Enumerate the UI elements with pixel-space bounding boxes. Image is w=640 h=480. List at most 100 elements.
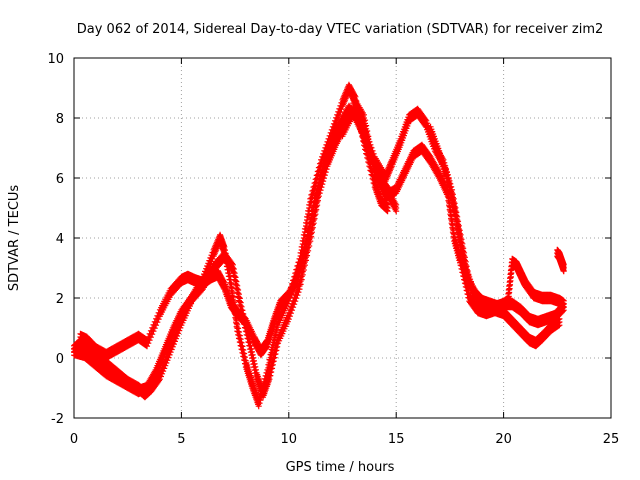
data-point <box>294 280 301 287</box>
data-point <box>323 158 330 165</box>
data-point <box>169 343 176 350</box>
x-tick-label: 10 <box>281 432 298 447</box>
y-tick-label: 4 <box>56 232 64 247</box>
x-tick-label: 20 <box>495 432 512 447</box>
data-point <box>177 324 184 331</box>
data-point <box>256 400 263 407</box>
data-point <box>295 289 302 296</box>
data-point <box>312 198 319 205</box>
data-point <box>273 347 280 354</box>
data-point <box>162 362 169 369</box>
data-point <box>263 344 270 351</box>
data-point <box>156 377 163 384</box>
data-point <box>293 295 300 302</box>
data-point <box>271 354 278 361</box>
data-point <box>337 109 344 116</box>
series-track-e <box>350 93 563 350</box>
y-tick-label: 8 <box>56 112 64 127</box>
series-track-f <box>427 123 567 314</box>
data-point <box>393 208 400 215</box>
x-tick-label: 0 <box>70 432 78 447</box>
data-point <box>174 333 181 339</box>
data-point <box>302 244 309 251</box>
data-point <box>273 327 280 334</box>
y-tick-label: -2 <box>51 412 64 427</box>
data-point <box>314 192 321 199</box>
x-tick-label: 15 <box>388 432 405 447</box>
data-point <box>327 144 334 151</box>
data-point <box>289 307 296 314</box>
data-point <box>208 258 215 265</box>
data-point <box>313 195 320 202</box>
data-point <box>300 255 307 261</box>
data-point <box>272 351 279 357</box>
data-point <box>156 376 163 383</box>
data-point <box>319 172 326 179</box>
data-point <box>146 337 153 344</box>
chart-title: Day 062 of 2014, Sidereal Day-to-day VTE… <box>77 22 604 37</box>
y-axis-label: SDTVAR / TECUs <box>7 185 22 292</box>
data-point <box>285 316 292 323</box>
data-point <box>318 175 325 182</box>
data-point <box>295 276 302 283</box>
data-point <box>155 316 162 323</box>
y-tick-label: 10 <box>47 52 64 67</box>
data-point <box>270 358 277 365</box>
data-point <box>290 304 297 311</box>
data-point <box>209 255 216 262</box>
data-point <box>167 349 174 356</box>
data-point <box>144 343 151 350</box>
data-point <box>147 334 154 341</box>
data-point <box>324 155 331 162</box>
x-tick-label: 5 <box>177 432 185 447</box>
data-point <box>151 325 158 332</box>
data-point <box>165 354 172 361</box>
y-tick-label: 6 <box>56 172 64 187</box>
data-point <box>320 169 327 176</box>
data-point <box>269 365 276 372</box>
data-point <box>556 322 563 329</box>
data-point <box>315 189 322 195</box>
data-point <box>286 313 293 320</box>
data-point <box>321 163 328 170</box>
data-point <box>338 106 345 113</box>
data-point <box>268 369 275 375</box>
data-point <box>310 206 317 213</box>
data-point <box>164 357 171 364</box>
data-point <box>171 338 178 345</box>
series-track-b <box>71 105 400 401</box>
data-point <box>309 210 316 217</box>
data-point <box>306 227 313 234</box>
y-tick-label: 2 <box>56 292 64 307</box>
data-point <box>315 185 322 192</box>
data-point <box>308 219 315 225</box>
data-point <box>302 247 309 254</box>
data-point <box>160 368 167 375</box>
data-point <box>327 147 334 154</box>
data-point <box>326 150 333 157</box>
data-point <box>269 361 276 368</box>
data-point <box>308 214 315 221</box>
data-point <box>298 262 305 269</box>
data-point <box>149 331 156 338</box>
data-point <box>274 343 281 350</box>
data-point <box>301 251 308 258</box>
data-point <box>321 166 328 173</box>
data-point <box>166 351 173 358</box>
data-point <box>157 373 164 380</box>
data-point <box>296 269 303 276</box>
data-point <box>303 240 310 246</box>
data-point <box>325 153 332 159</box>
data-point <box>266 376 273 383</box>
data-point <box>296 286 303 293</box>
data-point <box>159 370 166 377</box>
data-point <box>384 208 391 215</box>
x-tick-label: 25 <box>603 432 620 447</box>
data-point <box>287 310 294 317</box>
y-axis-ticks: -2 0 2 4 6 8 10 <box>47 52 611 427</box>
data-point <box>317 179 324 186</box>
data-point <box>291 301 298 308</box>
y-tick-label: 0 <box>56 352 64 367</box>
x-axis-ticks: 0 5 10 15 20 25 <box>70 58 619 447</box>
